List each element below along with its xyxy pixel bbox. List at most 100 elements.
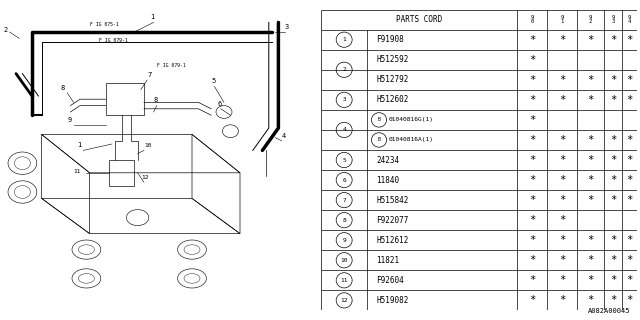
Text: *: *	[627, 175, 632, 185]
Text: *: *	[559, 175, 565, 185]
Text: *: *	[529, 35, 535, 45]
Text: *: *	[627, 255, 632, 265]
Text: *: *	[529, 215, 535, 225]
Text: 11: 11	[74, 169, 81, 174]
Text: 10: 10	[144, 143, 152, 148]
Text: 10: 10	[340, 258, 348, 263]
Text: *: *	[559, 95, 565, 105]
Text: *: *	[559, 35, 565, 45]
Text: B: B	[378, 138, 380, 142]
Text: 9
3: 9 3	[611, 15, 614, 24]
Text: A082A00045: A082A00045	[588, 308, 630, 314]
Text: *: *	[529, 195, 535, 205]
Text: *: *	[610, 95, 616, 105]
Text: *: *	[529, 155, 535, 165]
Text: *: *	[627, 95, 632, 105]
Text: *: *	[529, 295, 535, 305]
Text: *: *	[610, 175, 616, 185]
Text: *: *	[587, 155, 593, 165]
Text: *: *	[627, 155, 632, 165]
Text: *: *	[559, 75, 565, 85]
Text: *: *	[587, 35, 593, 45]
Text: *: *	[610, 155, 616, 165]
Text: *: *	[587, 275, 593, 285]
Text: *: *	[627, 275, 632, 285]
Text: *: *	[627, 195, 632, 205]
Text: *: *	[529, 235, 535, 245]
Text: 8: 8	[61, 84, 65, 91]
Text: *: *	[610, 135, 616, 145]
Text: *: *	[627, 295, 632, 305]
Text: *: *	[559, 135, 565, 145]
Text: *: *	[529, 275, 535, 285]
Text: *: *	[529, 95, 535, 105]
Text: 6: 6	[218, 100, 222, 107]
Text: *: *	[587, 195, 593, 205]
Text: H512792: H512792	[376, 75, 409, 84]
Text: *: *	[529, 135, 535, 145]
Text: *: *	[529, 175, 535, 185]
Text: *: *	[529, 115, 535, 125]
Text: *: *	[587, 295, 593, 305]
Text: 24234: 24234	[376, 156, 399, 164]
Text: 3: 3	[285, 24, 289, 30]
Text: 7: 7	[342, 198, 346, 203]
Text: *: *	[610, 295, 616, 305]
Text: 1: 1	[150, 14, 155, 20]
Text: 12: 12	[141, 175, 148, 180]
Text: 3: 3	[342, 97, 346, 102]
Text: *: *	[559, 295, 565, 305]
Text: 5: 5	[211, 78, 216, 84]
Text: 11840: 11840	[376, 176, 399, 185]
Text: F92604: F92604	[376, 276, 404, 285]
Text: 9
0: 9 0	[531, 15, 534, 24]
Text: *: *	[529, 255, 535, 265]
Text: F91908: F91908	[376, 35, 404, 44]
Text: *: *	[559, 255, 565, 265]
Text: B: B	[378, 117, 380, 122]
Text: *: *	[610, 275, 616, 285]
Text: 4: 4	[282, 132, 286, 139]
Text: 8: 8	[342, 218, 346, 223]
Text: H512592: H512592	[376, 55, 409, 64]
Text: F IG 079-1: F IG 079-1	[99, 38, 128, 43]
Text: *: *	[559, 235, 565, 245]
Text: 2: 2	[342, 67, 346, 72]
Text: *: *	[610, 235, 616, 245]
Text: *: *	[529, 75, 535, 85]
Text: 11: 11	[340, 278, 348, 283]
Text: *: *	[587, 95, 593, 105]
Text: 4: 4	[342, 127, 346, 132]
Text: 9
1: 9 1	[560, 15, 563, 24]
Text: 9
4: 9 4	[628, 15, 631, 24]
Text: *: *	[587, 75, 593, 85]
Text: H515842: H515842	[376, 196, 409, 204]
Text: *: *	[610, 75, 616, 85]
Text: *: *	[610, 255, 616, 265]
Text: F IG 075-1: F IG 075-1	[90, 21, 118, 27]
Text: 12: 12	[340, 298, 348, 303]
Text: *: *	[587, 135, 593, 145]
Text: 6: 6	[342, 178, 346, 182]
Text: 8: 8	[154, 97, 158, 103]
Text: PARTS CORD: PARTS CORD	[396, 15, 442, 24]
Text: 01040816G(1): 01040816G(1)	[388, 117, 433, 122]
Text: *: *	[587, 255, 593, 265]
Text: *: *	[627, 35, 632, 45]
Text: *: *	[529, 55, 535, 65]
Text: *: *	[610, 195, 616, 205]
Text: 7: 7	[147, 72, 152, 78]
Text: 1: 1	[342, 37, 346, 42]
Text: F922077: F922077	[376, 216, 409, 225]
Text: F IG 079-1: F IG 079-1	[157, 63, 186, 68]
Text: 9: 9	[342, 238, 346, 243]
Text: *: *	[627, 75, 632, 85]
Text: H512602: H512602	[376, 95, 409, 104]
Text: *: *	[627, 135, 632, 145]
Text: *: *	[559, 275, 565, 285]
Text: *: *	[559, 215, 565, 225]
Text: *: *	[559, 155, 565, 165]
Text: *: *	[587, 235, 593, 245]
Text: 2: 2	[3, 27, 8, 33]
Text: 01040816A(1): 01040816A(1)	[388, 138, 433, 142]
